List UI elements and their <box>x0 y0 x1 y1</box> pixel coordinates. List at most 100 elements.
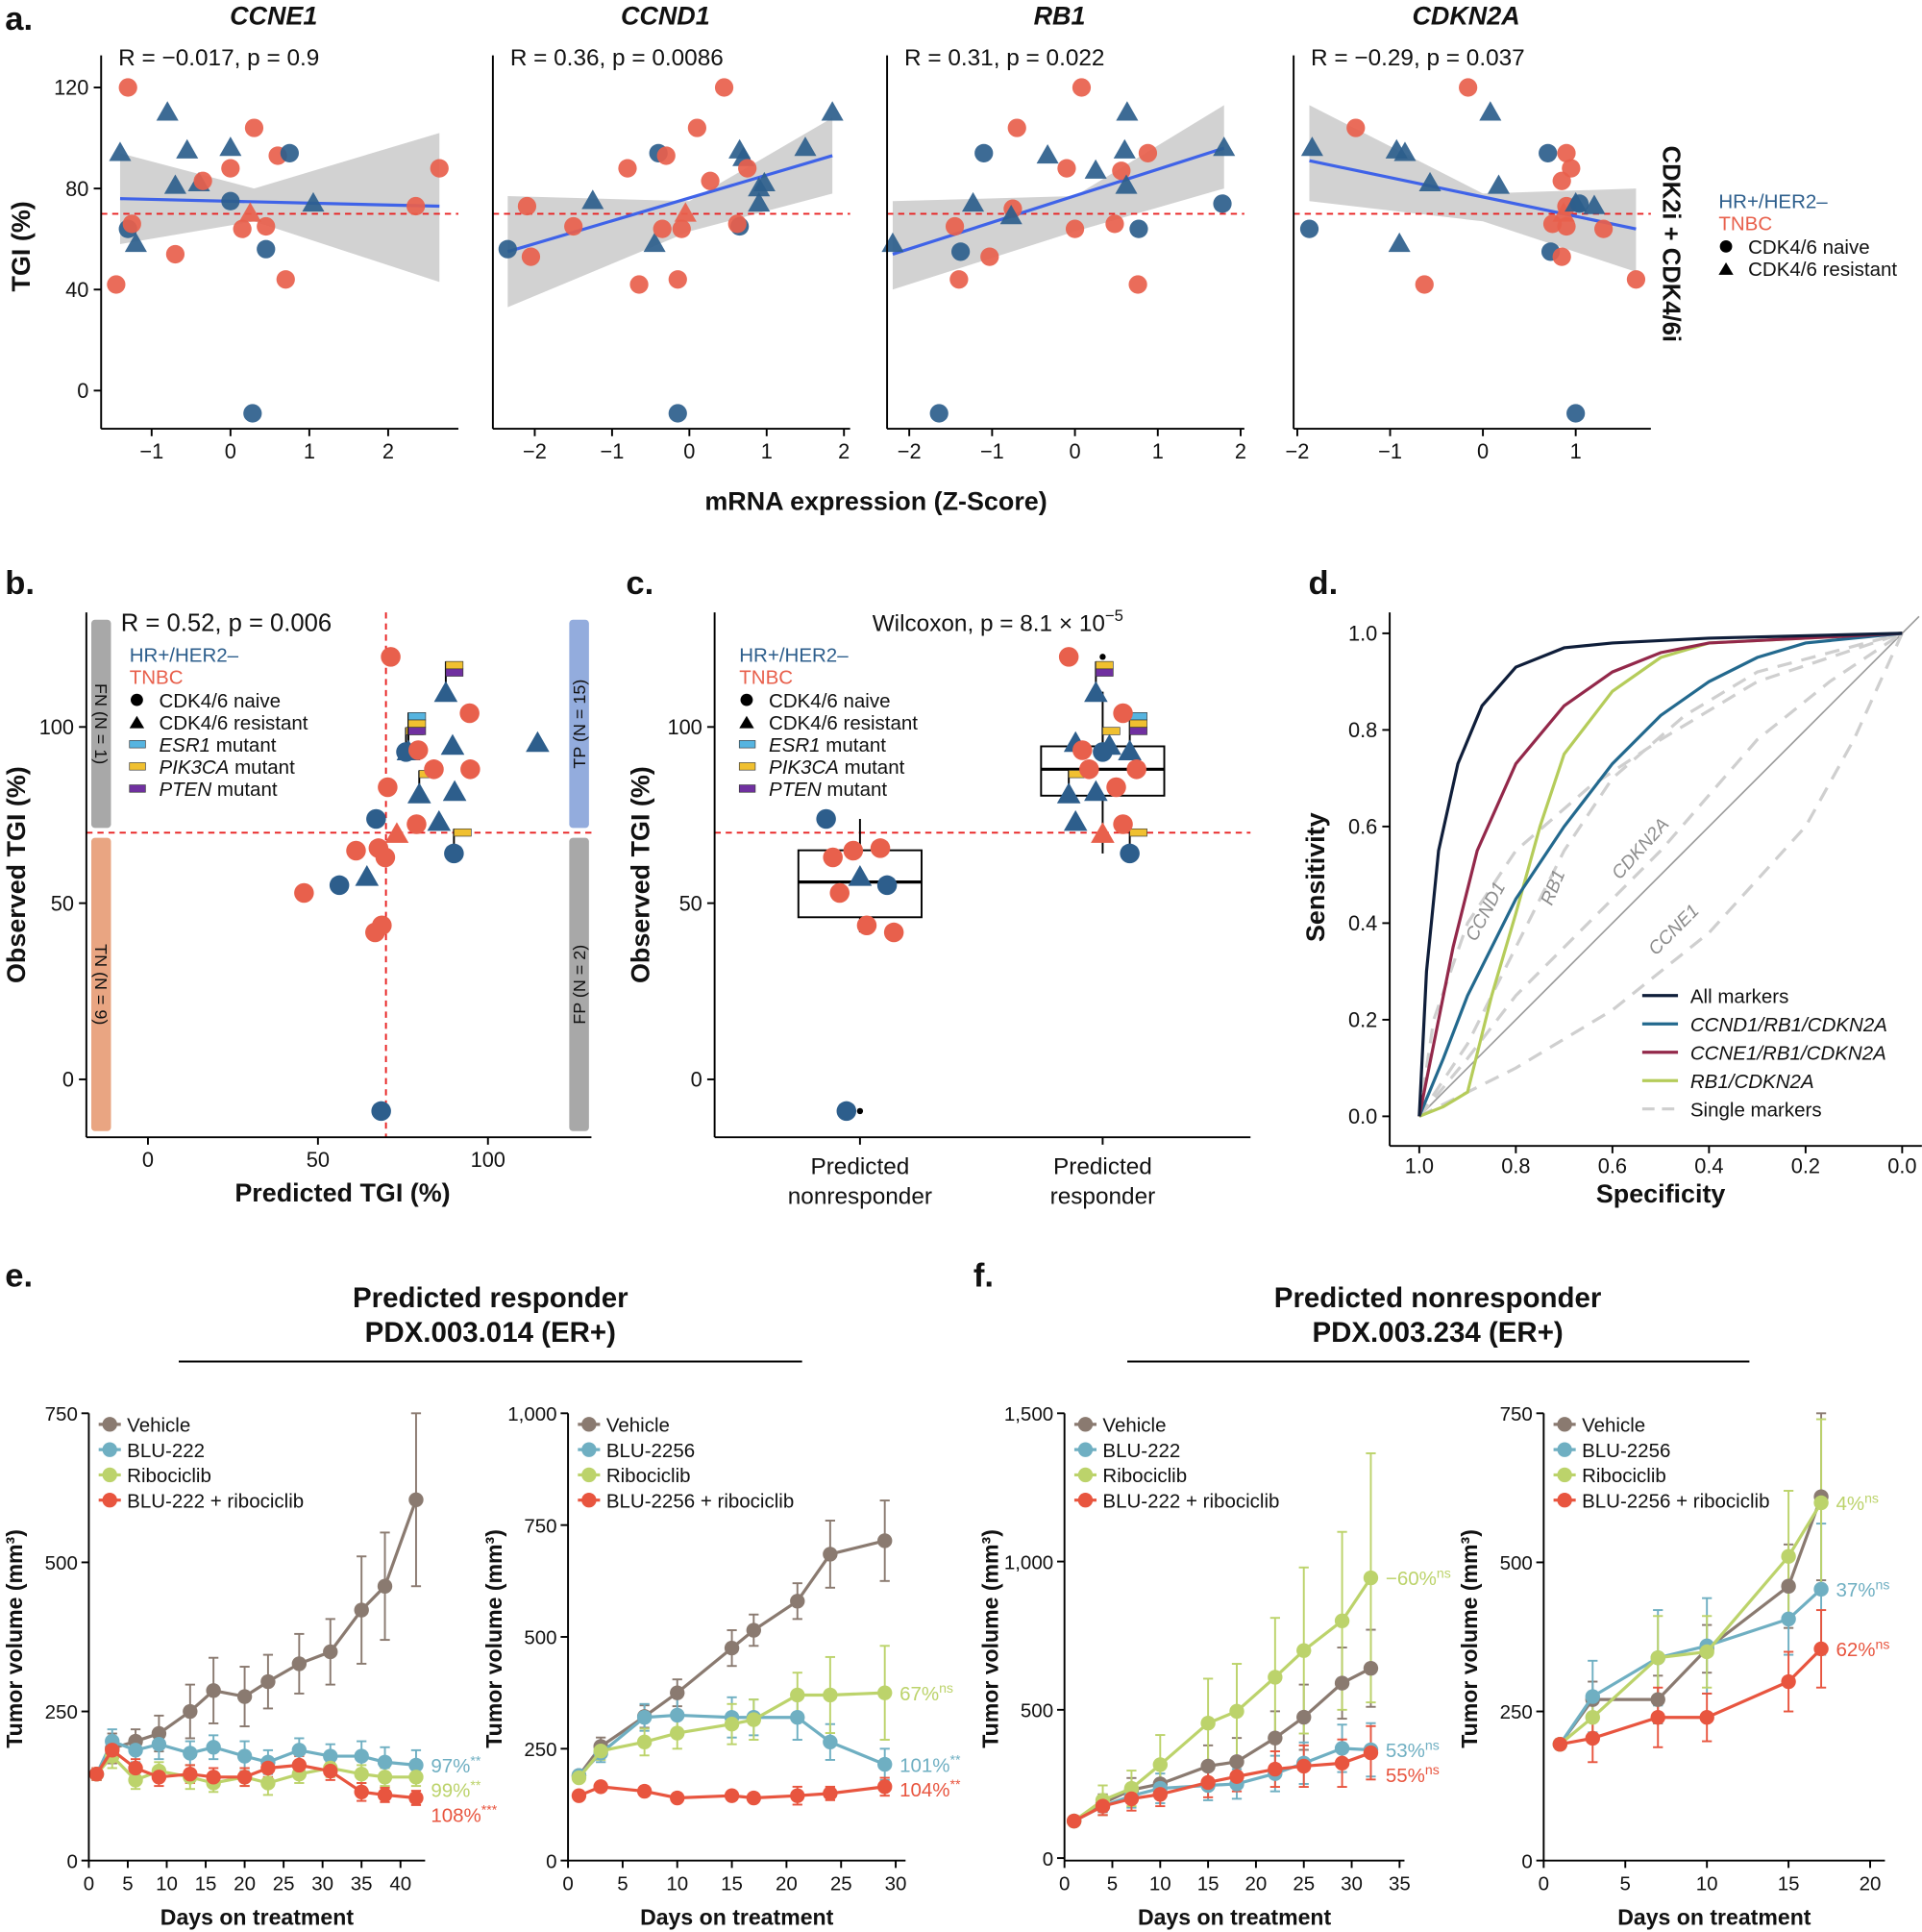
x-tick-label: −1 <box>139 439 163 463</box>
naive-point <box>1539 143 1558 162</box>
data-point <box>670 1685 685 1700</box>
gene-title: CCND1 <box>621 2 710 31</box>
category-label: Predicted <box>810 1154 909 1180</box>
naive-point <box>430 159 449 178</box>
naive-point <box>829 882 850 904</box>
data-point <box>151 1725 167 1742</box>
resistant-point <box>1056 782 1081 804</box>
x-tick-label: 0 <box>683 439 695 463</box>
x-tick-label: 20 <box>1860 1872 1882 1895</box>
naive-point <box>221 191 240 211</box>
confidence-band <box>119 133 440 283</box>
data-point <box>790 1788 805 1803</box>
panel-label: d. <box>1308 565 1338 602</box>
legend-suffix: mutant <box>210 734 277 756</box>
naive-point <box>836 1101 857 1122</box>
category-label: Predicted <box>1053 1154 1152 1180</box>
tp-quadrant-bar <box>569 619 589 829</box>
tgi-value: 62% <box>1836 1639 1875 1661</box>
x-tick-label: 0.4 <box>1694 1153 1723 1177</box>
legend-gene: PTEN <box>769 779 822 801</box>
legend-tnbc: TNBC <box>739 666 793 688</box>
resistant-point <box>674 202 697 222</box>
roc-curve <box>1417 632 1903 1117</box>
data-point <box>354 1602 369 1618</box>
resistant-point <box>407 782 431 804</box>
naive-point <box>517 196 537 216</box>
x-tick-label: 5 <box>617 1872 628 1895</box>
naive-point <box>564 216 583 236</box>
x-tick-label: 0.6 <box>1598 1153 1627 1177</box>
y-tick-label: 1.0 <box>1348 622 1377 646</box>
data-point <box>636 1783 653 1799</box>
series-line <box>1072 1576 1372 1822</box>
legend-marker-icon <box>102 1442 117 1457</box>
roc-curve <box>1417 632 1903 1118</box>
legend-naive: CDK4/6 naive <box>1748 236 1869 259</box>
legend-marker-icon <box>1077 1467 1094 1483</box>
legend-label: BLU-2256 <box>606 1440 695 1462</box>
x-axis-label: mRNA expression (Z-Score) <box>704 487 1047 516</box>
x-tick-label: 15 <box>721 1872 743 1895</box>
regression-line <box>506 154 833 254</box>
significance-marker: ns <box>1437 1566 1451 1581</box>
data-point <box>877 1779 893 1795</box>
esr1-legend-icon <box>738 740 756 749</box>
legend-gene: PTEN <box>159 779 211 801</box>
tgi-annotation: 108%*** <box>431 1802 497 1827</box>
naive-point <box>459 703 480 724</box>
naive-point <box>294 882 314 904</box>
resistant-point <box>821 101 844 121</box>
resistant-point <box>427 809 452 831</box>
data-point <box>1268 1761 1283 1777</box>
panel-label: f. <box>973 1257 994 1294</box>
y-tick-label: 500 <box>1021 1700 1053 1722</box>
tgi-value: 55% <box>1386 1765 1425 1787</box>
legend-marker-icon <box>1077 1493 1094 1508</box>
naive-point <box>1079 759 1099 780</box>
data-point <box>823 1687 838 1703</box>
naive-point <box>701 171 720 190</box>
resistant-point <box>1116 101 1139 121</box>
naive-point <box>233 219 252 238</box>
naive-point <box>1557 216 1576 236</box>
data-point <box>88 1766 105 1782</box>
data-point <box>1200 1716 1216 1731</box>
legend-label: RB1/CDKN2A <box>1690 1071 1814 1093</box>
legend-mutant: ESR1 mutant <box>159 734 276 756</box>
legend-label: Ribociclib <box>127 1465 211 1487</box>
correlation-stats: R = 0.36, p = 0.0086 <box>510 45 724 71</box>
naive-point <box>243 404 262 423</box>
regression-line <box>119 197 440 209</box>
naive-point <box>122 214 141 234</box>
legend-mutant: PIK3CA mutant <box>159 756 295 779</box>
naive-point <box>1113 703 1133 724</box>
data-point <box>1229 1754 1244 1770</box>
resistant-point <box>440 733 465 755</box>
y-tick-label: 1,000 <box>1004 1551 1053 1573</box>
x-tick-label: 25 <box>1293 1872 1315 1895</box>
data-point <box>128 1743 143 1758</box>
pik3ca-mutation-flag <box>407 719 427 729</box>
data-point <box>1123 1780 1140 1796</box>
diagonal-reference-line <box>1418 615 1920 1117</box>
naive-point <box>1346 118 1366 137</box>
legend-label: Single markers <box>1690 1099 1822 1121</box>
data-point <box>408 1790 424 1806</box>
naive-point <box>1569 194 1589 213</box>
correlation-stats: R = −0.29, p = 0.037 <box>1311 45 1525 71</box>
data-point <box>408 1757 424 1773</box>
data-point <box>877 1533 893 1548</box>
data-point <box>1699 1710 1714 1725</box>
naive-point <box>618 159 637 178</box>
naive-point <box>1126 759 1146 780</box>
y-tick-label: 0.2 <box>1348 1008 1377 1032</box>
x-tick-label: 1.0 <box>1405 1153 1434 1177</box>
y-tick-label: 0 <box>546 1850 556 1872</box>
y-tick-label: 0 <box>691 1068 702 1092</box>
naive-point <box>1594 219 1614 238</box>
tgi-value: 99% <box>431 1780 470 1802</box>
resistant-point <box>1393 141 1417 161</box>
data-point <box>236 1689 253 1704</box>
data-point <box>1699 1644 1714 1660</box>
